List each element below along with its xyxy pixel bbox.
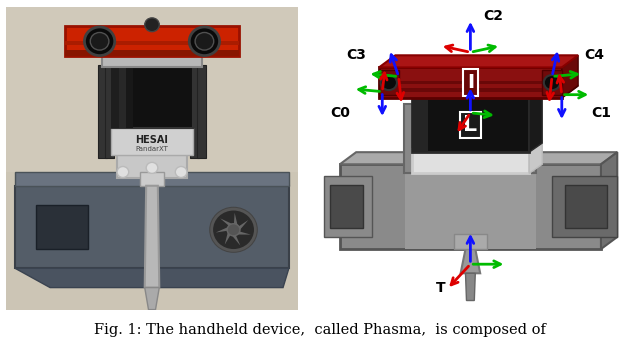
Polygon shape [340, 164, 601, 249]
Polygon shape [234, 220, 248, 230]
Polygon shape [232, 230, 241, 246]
Polygon shape [15, 268, 289, 288]
Text: I: I [467, 73, 474, 92]
Circle shape [175, 166, 187, 178]
Polygon shape [111, 67, 118, 128]
Polygon shape [522, 104, 536, 173]
Polygon shape [529, 89, 542, 152]
Circle shape [195, 32, 214, 50]
Polygon shape [190, 65, 198, 158]
Polygon shape [145, 288, 159, 310]
Polygon shape [379, 55, 578, 67]
Polygon shape [98, 65, 107, 158]
Polygon shape [234, 213, 237, 230]
Polygon shape [379, 67, 562, 98]
Circle shape [189, 27, 220, 56]
Circle shape [544, 75, 560, 90]
Polygon shape [216, 227, 234, 233]
Polygon shape [15, 172, 289, 186]
Polygon shape [379, 88, 562, 92]
Polygon shape [412, 98, 428, 152]
Text: C2: C2 [483, 9, 503, 23]
Polygon shape [379, 71, 399, 95]
Circle shape [227, 224, 240, 236]
Polygon shape [225, 230, 234, 245]
Circle shape [381, 75, 397, 90]
Polygon shape [415, 101, 428, 170]
Polygon shape [465, 273, 476, 301]
Circle shape [210, 208, 257, 252]
Polygon shape [454, 234, 487, 249]
Polygon shape [562, 55, 578, 98]
Polygon shape [111, 128, 193, 155]
Polygon shape [102, 56, 202, 67]
Polygon shape [65, 41, 239, 45]
Polygon shape [106, 65, 114, 158]
Polygon shape [461, 249, 480, 273]
Circle shape [145, 18, 159, 32]
Polygon shape [6, 7, 298, 310]
Polygon shape [404, 104, 419, 173]
Polygon shape [117, 155, 187, 178]
Polygon shape [513, 101, 525, 170]
Polygon shape [36, 205, 88, 249]
Polygon shape [145, 186, 159, 288]
Polygon shape [197, 65, 206, 158]
Polygon shape [340, 152, 618, 164]
Circle shape [84, 27, 115, 56]
Polygon shape [379, 86, 578, 98]
Circle shape [117, 166, 129, 178]
Polygon shape [140, 172, 164, 186]
Text: L: L [463, 115, 477, 135]
Polygon shape [565, 185, 607, 228]
Text: PandarXT: PandarXT [136, 146, 168, 152]
Polygon shape [412, 149, 529, 173]
Text: Fig. 1: The handheld device,  called Phasma,  is composed of: Fig. 1: The handheld device, called Phas… [94, 323, 546, 337]
Polygon shape [405, 164, 536, 249]
Polygon shape [529, 140, 542, 173]
Text: T: T [436, 281, 446, 295]
Polygon shape [65, 26, 239, 56]
Circle shape [146, 162, 158, 173]
Text: C1: C1 [591, 106, 611, 120]
Polygon shape [234, 230, 251, 235]
Text: C4: C4 [584, 48, 604, 62]
Text: C0: C0 [330, 106, 350, 120]
Polygon shape [601, 152, 618, 249]
Polygon shape [330, 185, 363, 228]
Polygon shape [412, 98, 529, 152]
Polygon shape [111, 67, 193, 128]
Polygon shape [542, 71, 562, 95]
Text: C3: C3 [346, 48, 366, 62]
Polygon shape [379, 81, 562, 84]
Text: HESAI: HESAI [136, 135, 168, 146]
Polygon shape [220, 218, 234, 230]
Polygon shape [15, 186, 289, 268]
Polygon shape [6, 7, 298, 172]
Circle shape [90, 32, 109, 50]
Polygon shape [552, 176, 618, 237]
Polygon shape [65, 50, 239, 56]
Polygon shape [118, 67, 126, 128]
Polygon shape [126, 67, 133, 128]
Polygon shape [323, 176, 372, 237]
